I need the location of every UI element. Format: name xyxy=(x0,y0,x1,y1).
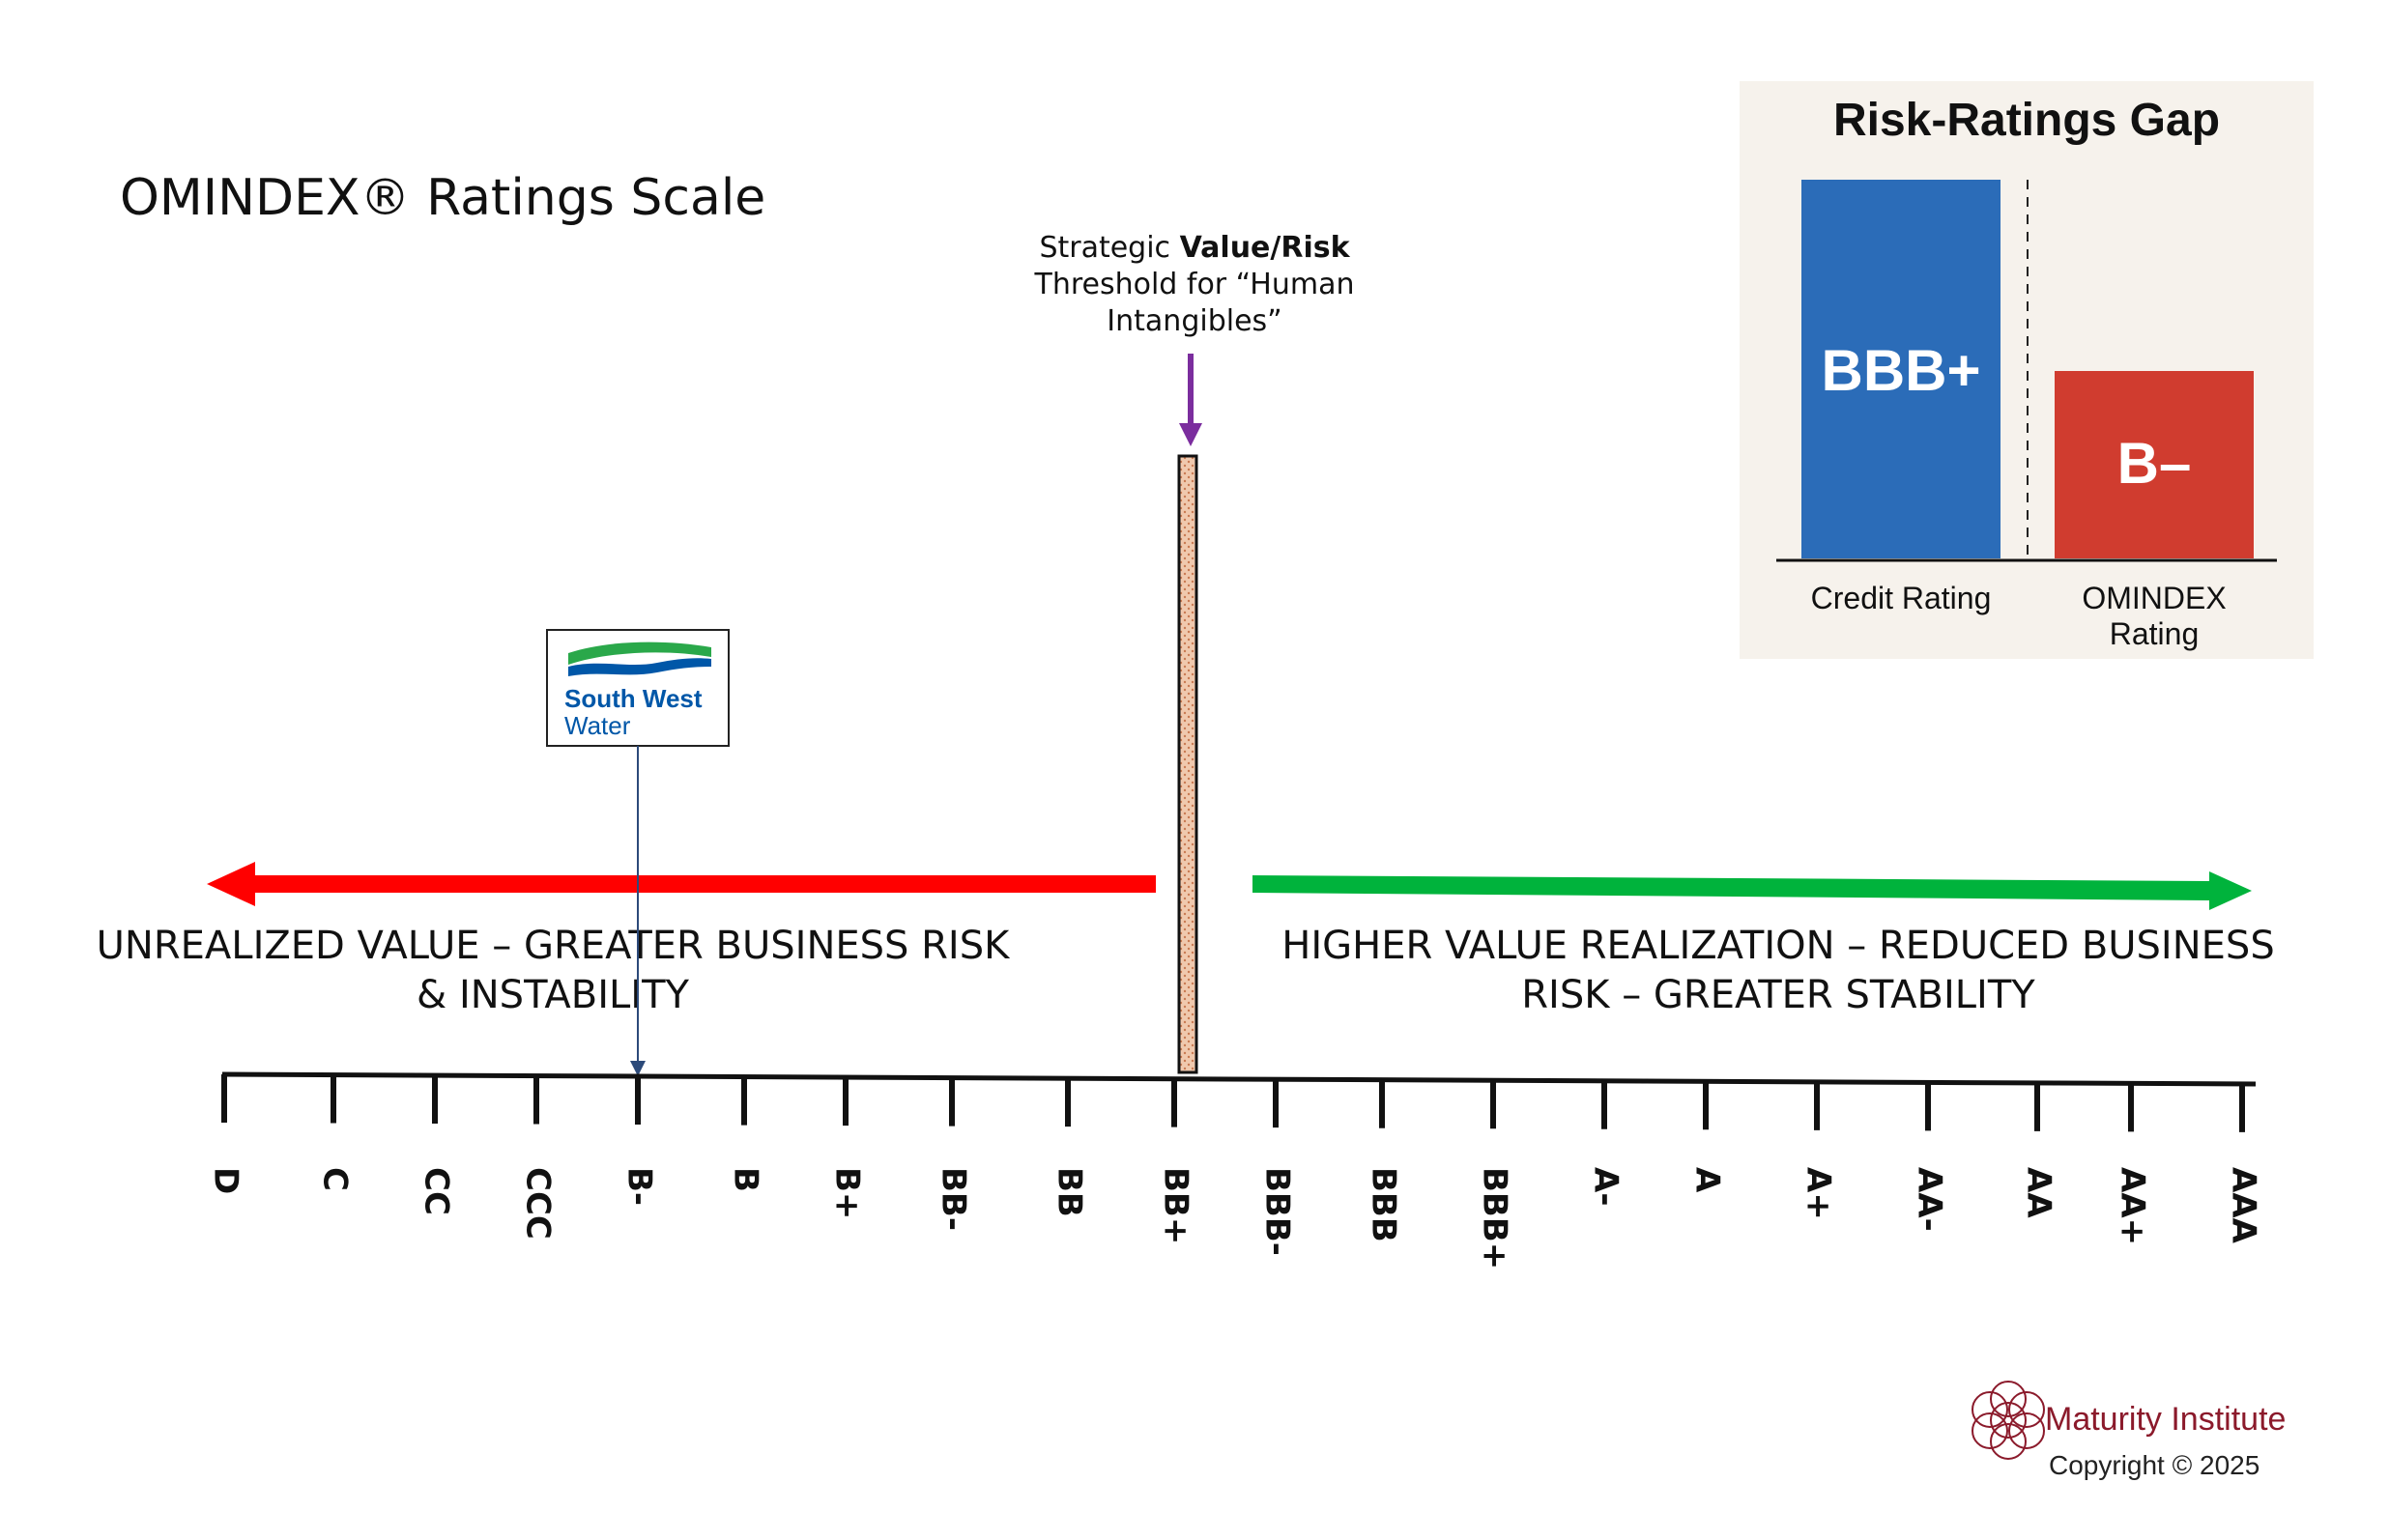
scale-labels: D C CC CCC B- B B+ BB- BB BB+ BBB- BBB BBB+ A- A A+ AA- A… xyxy=(207,1167,2263,1269)
left-arrow-icon xyxy=(207,862,1156,906)
right-arrow-icon xyxy=(1252,871,2252,910)
scale-label: B+ xyxy=(828,1167,867,1219)
scale-label: AAA xyxy=(2225,1167,2263,1244)
omindex-rating-bar-label: B– xyxy=(2117,431,2192,496)
scale-label: A- xyxy=(1587,1167,1626,1206)
scale-label: BB xyxy=(1051,1167,1089,1217)
scale-label: B- xyxy=(620,1167,659,1206)
credit-rating-category: Credit Rating xyxy=(1811,581,1992,615)
svg-text:RISK – GREATER STABILITY: RISK – GREATER STABILITY xyxy=(1521,973,2035,1017)
credit-rating-bar xyxy=(1801,180,2000,558)
copyright: Copyright © 2025 xyxy=(2049,1450,2259,1480)
credit-rating-bar-label: BBB+ xyxy=(1821,338,1980,403)
scale-label: CCC xyxy=(519,1167,558,1240)
scale-label: BBB+ xyxy=(1476,1167,1514,1269)
flower-icon xyxy=(1972,1381,2045,1460)
threshold-arrow-icon xyxy=(1179,354,1202,446)
scale-label: BB- xyxy=(935,1167,973,1231)
scale-label: A xyxy=(1688,1167,1727,1193)
svg-text:HIGHER VALUE REALIZATION – RED: HIGHER VALUE REALIZATION – REDUCED BUSIN… xyxy=(1281,924,2274,968)
left-arrow-text: UNREALIZED VALUE – GREATER BUSINESS RISK… xyxy=(97,924,1011,1017)
company-logo: South West Water xyxy=(546,629,730,747)
scale-label: BBB xyxy=(1365,1167,1403,1242)
scale-axis xyxy=(221,1071,2257,1087)
logo-line2: Water xyxy=(564,711,631,740)
threshold-line2: Threshold for “Human xyxy=(1034,268,1355,301)
omindex-category-line1: OMINDEX xyxy=(2082,581,2226,615)
scale-label: AA- xyxy=(1911,1167,1949,1232)
omindex-rating-bar xyxy=(2055,371,2254,558)
right-arrow-text: HIGHER VALUE REALIZATION – REDUCED BUSIN… xyxy=(1281,924,2274,1017)
threshold-bar xyxy=(1177,454,1198,1074)
brand-name: Maturity Institute xyxy=(2045,1401,2286,1438)
inset-panel: Risk-Ratings Gap BBB+ B– Credit Rating O… xyxy=(1740,81,2314,659)
scale-label: C xyxy=(316,1167,355,1191)
company-pointer-icon xyxy=(630,746,646,1076)
threshold-line3: Intangibles” xyxy=(1107,304,1281,338)
inset-title: Risk-Ratings Gap xyxy=(1833,95,2220,146)
omindex-category-line2: Rating xyxy=(2110,616,2200,651)
page-title: OMINDEX® Ratings Scale xyxy=(120,169,765,227)
threshold-line1: Strategic Value/Risk xyxy=(1039,231,1350,265)
threshold-label: Strategic Value/Risk Threshold for “Huma… xyxy=(1034,231,1355,338)
scale-label: A+ xyxy=(1799,1167,1838,1220)
scale-label: D xyxy=(207,1167,245,1194)
scale-label: BBB- xyxy=(1258,1167,1297,1256)
scale-label: AA xyxy=(2020,1167,2058,1218)
scale-label: CC xyxy=(417,1167,456,1215)
footer: Maturity Institute Copyright © 2025 xyxy=(1972,1381,2286,1480)
svg-text:& INSTABILITY: & INSTABILITY xyxy=(417,973,689,1017)
scale-label: BB+ xyxy=(1157,1167,1195,1244)
scale-label: AA+ xyxy=(2114,1167,2152,1245)
scale-label: B xyxy=(727,1167,765,1192)
scale-ticks xyxy=(221,1074,2245,1132)
svg-text:UNREALIZED VALUE – GREATER BUS: UNREALIZED VALUE – GREATER BUSINESS RISK xyxy=(97,924,1011,968)
logo-line1: South West xyxy=(564,684,703,713)
